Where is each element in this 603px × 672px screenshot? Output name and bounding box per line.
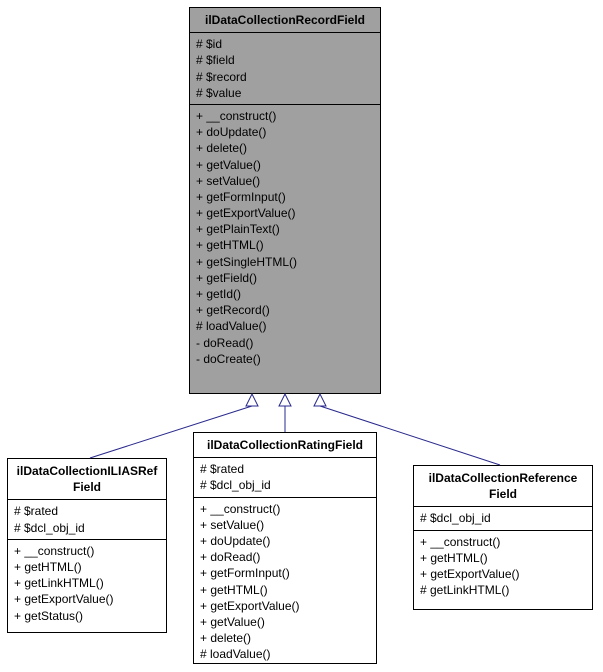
method-row: + doUpdate()	[200, 533, 370, 549]
method-row: # getLinkHTML()	[420, 582, 586, 598]
method-row: + __construct()	[14, 543, 160, 559]
method-row: + doUpdate()	[196, 124, 374, 140]
class-title: ilDataCollectionILIASRefField	[8, 459, 166, 500]
attribute-row: # $rated	[14, 503, 160, 519]
method-row: + __construct()	[420, 534, 586, 550]
method-row: + getSingleHTML()	[196, 254, 374, 270]
method-row: + getHTML()	[200, 582, 370, 598]
method-row: + getExportValue()	[200, 598, 370, 614]
class-attributes: # $id# $field# $record# $value	[190, 33, 380, 105]
class-title: ilDataCollectionRecordField	[190, 8, 380, 33]
method-row: + getHTML()	[14, 559, 160, 575]
method-row: + getValue()	[200, 614, 370, 630]
attribute-row: # $dcl_obj_id	[420, 510, 586, 526]
attribute-row: # $id	[196, 36, 374, 52]
method-row: + getValue()	[196, 157, 374, 173]
attribute-row: # $value	[196, 85, 374, 101]
method-row: + getHTML()	[196, 237, 374, 253]
method-row: - doRead()	[196, 335, 374, 351]
uml-class-rating: ilDataCollectionRatingField# $rated# $dc…	[193, 432, 377, 664]
uml-class-reference: ilDataCollectionReferenceField # $dcl_obj…	[413, 465, 593, 610]
attribute-row: # $record	[196, 69, 374, 85]
inheritance-arrowhead	[279, 394, 291, 406]
method-row: + setValue()	[196, 173, 374, 189]
method-row: + getExportValue()	[14, 591, 160, 607]
class-attributes: # $dcl_obj_id	[414, 507, 592, 530]
attribute-row: # $dcl_obj_id	[14, 520, 160, 536]
method-row: + getField()	[196, 270, 374, 286]
class-attributes: # $rated# $dcl_obj_id	[194, 458, 376, 497]
method-row: + getLinkHTML()	[14, 575, 160, 591]
method-row: + getHTML()	[420, 550, 586, 566]
uml-class-parent: ilDataCollectionRecordField # $id# $fiel…	[189, 7, 381, 394]
inheritance-arrowhead	[314, 394, 326, 406]
method-row: - doCreate()	[196, 351, 374, 367]
attribute-row: # $rated	[200, 461, 370, 477]
method-row: + getId()	[196, 286, 374, 302]
class-methods: + __construct()+ setValue()+ doUpdate()+…	[194, 498, 376, 666]
method-row: + doRead()	[200, 549, 370, 565]
method-row: + getFormInput()	[200, 565, 370, 581]
class-methods: + __construct()+ getHTML()+ getLinkHTML(…	[8, 540, 166, 627]
attribute-row: # $field	[196, 52, 374, 68]
method-row: # loadValue()	[196, 318, 374, 334]
class-methods: + __construct()+ doUpdate()+ delete()+ g…	[190, 105, 380, 370]
method-row: + getExportValue()	[420, 566, 586, 582]
class-methods: + __construct()+ getHTML()+ getExportVal…	[414, 531, 592, 602]
uml-class-ilias_ref: ilDataCollectionILIASRefField# $rated# $…	[7, 458, 167, 633]
class-title: ilDataCollectionRatingField	[194, 433, 376, 458]
method-row: + setValue()	[200, 517, 370, 533]
method-row: + __construct()	[200, 501, 370, 517]
method-row: + delete()	[196, 140, 374, 156]
method-row: + __construct()	[196, 108, 374, 124]
method-row: + getStatus()	[14, 608, 160, 624]
method-row: + getRecord()	[196, 302, 374, 318]
method-row: + getFormInput()	[196, 189, 374, 205]
method-row: + delete()	[200, 630, 370, 646]
method-row: # loadValue()	[200, 646, 370, 662]
class-attributes: # $rated# $dcl_obj_id	[8, 500, 166, 539]
attribute-row: # $dcl_obj_id	[200, 477, 370, 493]
class-title: ilDataCollectionReferenceField	[414, 466, 592, 507]
inheritance-arrowhead	[246, 394, 258, 406]
method-row: + getPlainText()	[196, 221, 374, 237]
method-row: + getExportValue()	[196, 205, 374, 221]
